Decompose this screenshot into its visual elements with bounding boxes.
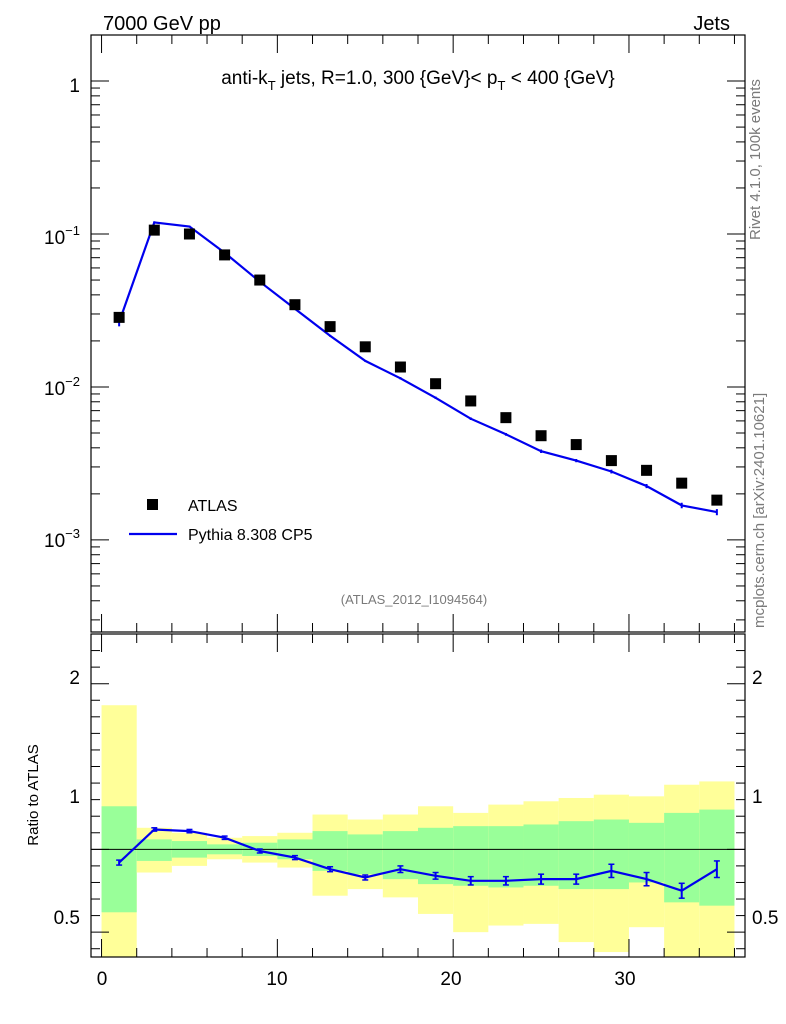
data-point (394, 361, 406, 373)
legend-pythia-label: Pythia 8.308 CP5 (188, 527, 313, 544)
main-panel: anti-kT jets, R=1.0, 300 {GeV}< pT < 400… (44, 34, 746, 633)
ratio-ytick-label-0.5-right: 0.5 (752, 908, 778, 929)
legend: ATLAS Pythia 8.308 CP5 (129, 498, 313, 544)
header-right: Jets (693, 13, 730, 35)
data-point (711, 494, 723, 506)
data-point (148, 224, 160, 236)
data-point (359, 341, 371, 353)
ratio-inner-band (453, 826, 489, 886)
data-point (605, 455, 617, 467)
title-sub-2: T (497, 78, 505, 93)
data-point (219, 249, 231, 261)
header-left: 7000 GeV pp (103, 13, 221, 35)
ratio-series-line (118, 828, 718, 892)
data-point (183, 228, 195, 240)
mc-series-line (118, 221, 718, 514)
ytick-base: 10 (44, 531, 65, 552)
data-point (430, 378, 442, 390)
ratio-ylabel: Ratio to ATLAS (25, 744, 42, 845)
main-ytick-label-0.1: 10−1 (44, 223, 80, 249)
ratio-ytick-label-2: 2 (69, 668, 80, 689)
data-point (500, 412, 512, 424)
title-part-post: < 400 {GeV} (505, 68, 614, 89)
ratio-ytick-label-1: 1 (69, 787, 80, 808)
ratio-inner-band (593, 819, 629, 890)
ytick-exp: −3 (65, 526, 80, 541)
data-point (324, 321, 336, 333)
ytick-exp: −1 (65, 223, 80, 238)
data-point (289, 299, 301, 311)
ratio-inner-band (136, 839, 172, 861)
main-ytick-label-0.01: 10−2 (44, 374, 80, 400)
main-ytick-label-0.001: 10−3 (44, 526, 80, 552)
xtick-label-10: 10 (266, 969, 287, 990)
data-point (535, 430, 547, 442)
data-point (465, 395, 477, 407)
ytick-base: 10 (44, 228, 65, 249)
data-point (254, 274, 266, 286)
data-point (570, 439, 582, 451)
title-part-pre: anti-k (221, 68, 268, 89)
data-point (641, 464, 653, 476)
main-title: anti-kT jets, R=1.0, 300 {GeV}< pT < 400… (221, 68, 615, 93)
mcplots-label: mcplots.cern.ch [arXiv:2401.10621] (751, 393, 768, 628)
xtick-label-20: 20 (440, 969, 461, 990)
rivet-version-label: Rivet 4.1.0, 100k events (747, 79, 764, 240)
ratio-ytick-label-0.5: 0.5 (54, 908, 80, 929)
ratio-ytick-label-1-right: 1 (752, 787, 763, 808)
ratio-inner-band (699, 809, 735, 906)
legend-atlas-label: ATLAS (188, 498, 238, 515)
xtick-label-30: 30 (614, 969, 635, 990)
ytick-base: 10 (44, 379, 65, 400)
legend-atlas-marker (147, 499, 158, 510)
ratio-panel: 2 1 0.5 2 1 0.5 Ratio to ATLAS 0 10 20 3… (25, 633, 778, 990)
ratio-inner-band (101, 806, 137, 913)
ytick-exp: −2 (65, 374, 80, 389)
ratio-inner-band (347, 834, 383, 875)
xtick-label-0: 0 (97, 969, 108, 990)
data-point (113, 311, 125, 323)
data-point (676, 477, 688, 489)
title-sub-1: T (268, 78, 276, 93)
ratio-ytick-label-2-right: 2 (752, 668, 763, 689)
main-ytick-label-1: 1 (69, 76, 80, 97)
title-part-mid: jets, R=1.0, 300 {GeV}< p (276, 68, 498, 89)
analysis-tag: (ATLAS_2012_I1094564) (341, 592, 487, 607)
